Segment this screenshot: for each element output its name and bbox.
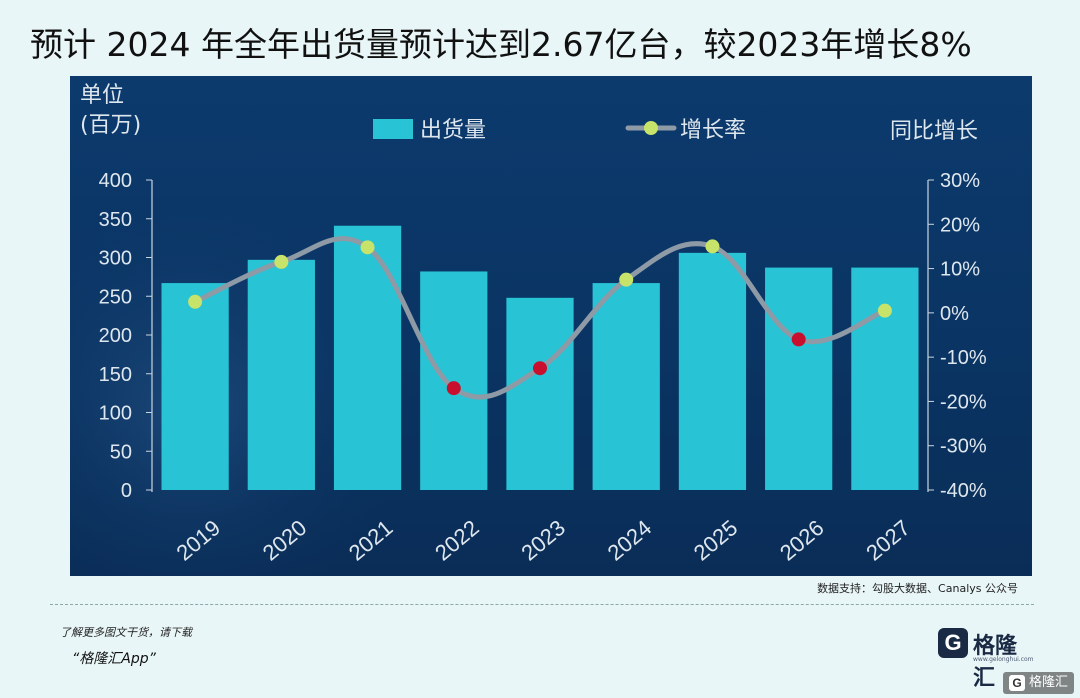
bar-2021	[333, 225, 402, 490]
logo-domain: www.gelonghui.com	[973, 656, 1034, 663]
left-tick-label: 300	[99, 248, 132, 270]
bar-2024	[592, 283, 660, 490]
gelonghui-logo: G 格隆汇 www.gelonghui.com	[938, 626, 1038, 691]
x-tick-label: 2022	[430, 515, 484, 566]
right-tick-label: -10%	[940, 347, 987, 369]
logo-name: 格隆汇	[973, 634, 1018, 691]
growth-point-2023	[533, 361, 547, 376]
left-tick-label: 100	[99, 403, 132, 425]
watermark-g-icon: G	[1008, 674, 1025, 691]
growth-point-2020	[274, 254, 289, 269]
left-axis-title: 单位 (百万)	[80, 83, 141, 138]
right-axis-ticks: 30% 20% 10% 0% -10% -20% -30% -40%	[928, 170, 987, 502]
combo-chart: 单位 (百万) 同比增长 出货量 增长率 0 50 100 150 200 250 300 350…	[70, 83, 987, 576]
axes	[151, 180, 929, 492]
right-tick-label: 0%	[940, 303, 969, 325]
growth-point-2022	[446, 381, 461, 396]
bar-series	[161, 225, 919, 490]
bar-2019	[161, 283, 229, 490]
watermark-text: 格隆汇	[1028, 675, 1068, 690]
legend-bar-label: 出货量	[420, 118, 486, 143]
bar-2026	[765, 267, 833, 490]
growth-point-2019	[188, 294, 203, 309]
x-tick-label: 2027	[861, 515, 915, 566]
background-glow	[70, 186, 410, 576]
x-tick-label: 2023	[516, 515, 570, 566]
right-tick-label: -30%	[940, 436, 987, 458]
legend: 出货量 增长率	[373, 118, 746, 143]
right-tick-label: 10%	[940, 259, 980, 281]
left-tick-label: 250	[99, 286, 132, 308]
left-tick-label: 400	[99, 170, 132, 192]
left-tick-label: 350	[99, 209, 132, 231]
chart-panel: 单位 (百万) 同比增长 出货量 增长率 0 50 100 150 200 250 300 350…	[70, 76, 1032, 576]
bar-2025	[678, 252, 747, 490]
legend-line-label: 增长率	[680, 118, 746, 143]
left-axis-title-line: 单位	[80, 83, 124, 108]
right-tick-label: -40%	[940, 480, 987, 502]
x-tick-label: 2026	[775, 515, 829, 566]
growth-point-2024	[619, 272, 634, 287]
bar-2023	[506, 297, 574, 490]
x-tick-label: 2024	[603, 515, 657, 566]
bar-2020	[247, 259, 315, 490]
watermark-badge: G 格隆汇	[1002, 672, 1074, 694]
divider	[50, 604, 1034, 605]
legend-bar-swatch	[373, 119, 413, 139]
promo-app-name: “格隆汇App”	[72, 651, 156, 667]
bar-2022	[420, 271, 488, 490]
headline: 预计 2024 年全年出货量预计达到2.67亿台，较2023年增长8%	[30, 25, 972, 64]
left-axis-ticks: 0 50 100 150 200 250 300 350 400	[99, 170, 152, 502]
left-tick-label: 50	[110, 441, 132, 463]
right-tick-label: 20%	[940, 214, 980, 236]
left-axis-title-line: (百万)	[80, 113, 141, 138]
right-tick-label: 30%	[940, 170, 980, 192]
growth-point-2025	[705, 239, 720, 254]
growth-point-2021	[360, 240, 375, 255]
left-tick-label: 0	[121, 480, 132, 502]
x-tick-label: 2025	[689, 515, 743, 566]
left-tick-label: 200	[99, 325, 132, 347]
right-tick-label: -20%	[940, 391, 987, 413]
left-tick-label: 150	[99, 364, 132, 386]
growth-point-2027	[877, 303, 892, 318]
source-note: 数据支持：勾股大数据、Canalys 公众号	[817, 582, 1018, 595]
promo-text: 了解更多图文干货，请下载	[60, 626, 192, 639]
bar-2027	[851, 267, 919, 490]
logo-mark-icon: G	[938, 628, 968, 658]
growth-point-2026	[791, 332, 806, 347]
right-axis-title: 同比增长	[890, 119, 978, 144]
legend-line-marker	[644, 121, 658, 135]
line-points	[188, 239, 892, 396]
